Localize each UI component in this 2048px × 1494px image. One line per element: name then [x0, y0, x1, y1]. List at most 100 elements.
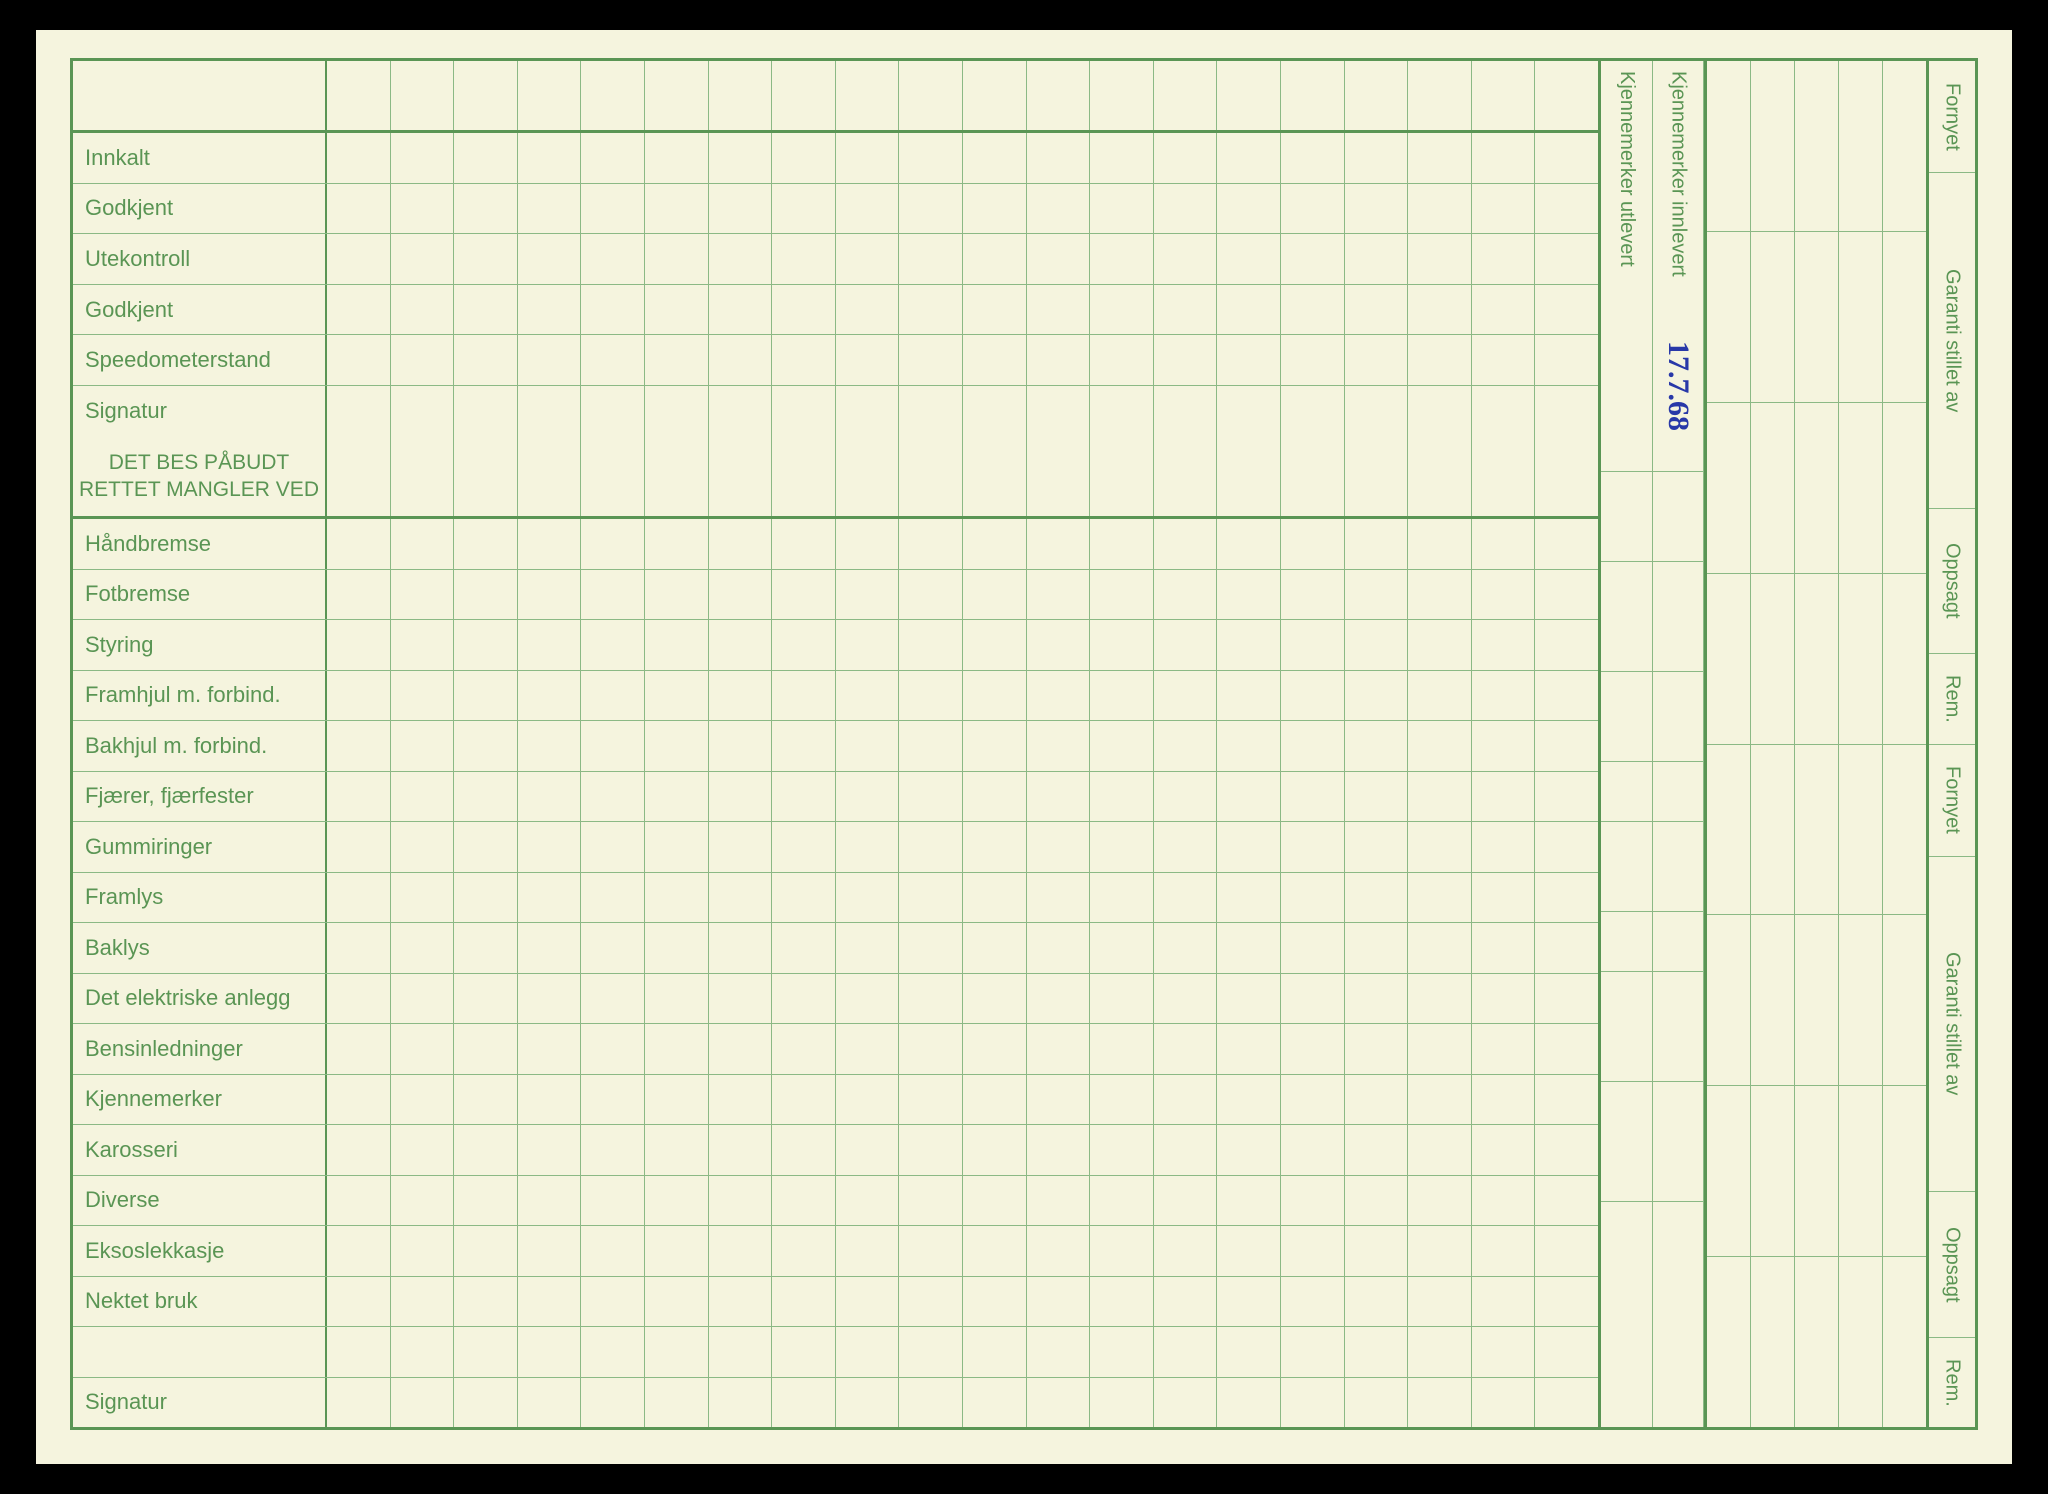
data-cell — [581, 234, 645, 284]
data-cell — [836, 285, 900, 335]
right-grid-cell — [1839, 574, 1883, 744]
data-cell — [1027, 519, 1091, 568]
right-label: Fornyet — [1929, 745, 1975, 857]
data-cell — [1027, 923, 1091, 972]
data-cell — [709, 1327, 773, 1376]
data-cell — [454, 1277, 518, 1326]
data-cell — [645, 61, 709, 130]
row-label: Framhjul m. forbind. — [73, 671, 327, 720]
data-cell — [581, 873, 645, 922]
data-cell — [518, 519, 582, 568]
data-cell — [1090, 873, 1154, 922]
data-cell — [1154, 386, 1218, 436]
data-cell — [1535, 519, 1598, 568]
data-cell — [518, 1125, 582, 1174]
data-cell — [1090, 1277, 1154, 1326]
data-cell — [1281, 1277, 1345, 1326]
data-cell — [581, 570, 645, 619]
data-cell — [899, 1125, 963, 1174]
data-cell — [772, 436, 836, 517]
data-cell — [327, 133, 391, 183]
data-cell — [1345, 772, 1409, 821]
mid-divider — [1601, 971, 1704, 972]
data-cell — [327, 1024, 391, 1073]
right-grid-cell — [1883, 61, 1926, 231]
data-cell — [1154, 721, 1218, 770]
right-grid-cell — [1795, 1086, 1839, 1256]
right-grid-cell — [1883, 403, 1926, 573]
data-cell — [391, 570, 455, 619]
right-label-text: Garanti stillet av — [1941, 952, 1964, 1095]
data-cell — [899, 721, 963, 770]
data-cell — [709, 133, 773, 183]
data-cell — [963, 133, 1027, 183]
data-cell — [1090, 61, 1154, 130]
data-cell — [454, 1024, 518, 1073]
data-cell — [454, 974, 518, 1023]
data-cell — [963, 822, 1027, 871]
data-cell — [1281, 772, 1345, 821]
data-cell — [1090, 772, 1154, 821]
data-cell — [327, 184, 391, 234]
data-cell — [963, 620, 1027, 669]
data-cell — [581, 974, 645, 1023]
data-cell — [1345, 822, 1409, 871]
data-cell — [709, 1277, 773, 1326]
right-labels: FornyetGaranti stillet avOppsagtRem.Forn… — [1929, 61, 1975, 1427]
data-cell — [1408, 519, 1472, 568]
data-cell — [899, 234, 963, 284]
data-cell — [963, 873, 1027, 922]
right-grid-cell — [1751, 574, 1795, 744]
data-cell — [899, 184, 963, 234]
data-cell — [645, 335, 709, 385]
data-cell — [1472, 974, 1536, 1023]
data-cell — [1408, 1378, 1472, 1427]
data-cell — [1535, 772, 1598, 821]
data-cell — [899, 386, 963, 436]
row-label: Godkjent — [73, 285, 327, 335]
data-cell — [581, 1024, 645, 1073]
data-cell — [963, 1125, 1027, 1174]
data-cell — [1090, 386, 1154, 436]
data-cell — [963, 772, 1027, 821]
data-cell — [899, 1075, 963, 1124]
data-cell — [518, 721, 582, 770]
data-cell — [391, 923, 455, 972]
data-cell — [1154, 61, 1218, 130]
data-cell — [1408, 570, 1472, 619]
data-cell — [899, 1277, 963, 1326]
data-cell — [454, 822, 518, 871]
data-cell — [899, 822, 963, 871]
data-cell — [391, 1125, 455, 1174]
data-cell — [581, 822, 645, 871]
right-grid-cell — [1751, 403, 1795, 573]
data-cell — [391, 671, 455, 720]
data-cell — [454, 184, 518, 234]
data-cell — [1027, 335, 1091, 385]
data-cell — [1535, 974, 1598, 1023]
data-cell — [1472, 1024, 1536, 1073]
data-cell — [581, 1125, 645, 1174]
data-cell — [1535, 133, 1598, 183]
data-cell — [1472, 1075, 1536, 1124]
data-cell — [327, 1125, 391, 1174]
row-label: Kjennemerker — [73, 1075, 327, 1124]
row-label: Baklys — [73, 923, 327, 972]
right-grid-cell — [1839, 403, 1883, 573]
data-cell — [645, 721, 709, 770]
data-cell — [1154, 519, 1218, 568]
data-cell — [518, 772, 582, 821]
data-cell — [1408, 620, 1472, 669]
data-cell — [1217, 772, 1281, 821]
defect-row: Baklys — [73, 923, 1598, 973]
right-grid — [1707, 61, 1929, 1427]
data-cell — [1472, 822, 1536, 871]
data-cell — [772, 721, 836, 770]
data-cell — [836, 1024, 900, 1073]
data-cell — [772, 923, 836, 972]
defect-row: Framlys — [73, 873, 1598, 923]
data-cell — [518, 822, 582, 871]
data-cell — [1472, 570, 1536, 619]
data-cell — [1154, 1176, 1218, 1225]
data-cell — [1472, 61, 1536, 130]
